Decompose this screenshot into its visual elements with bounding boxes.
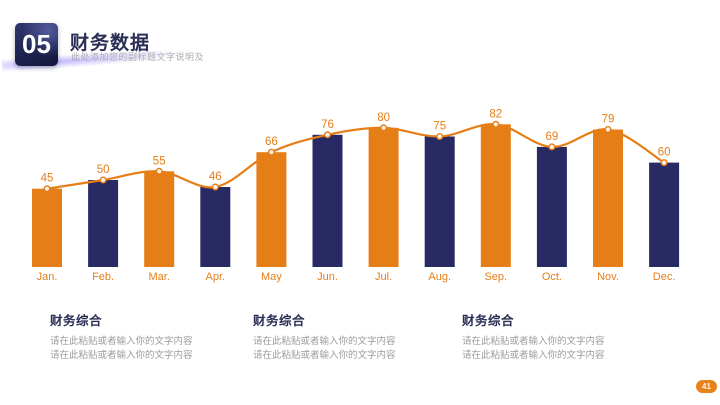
data-point-marker [380,124,388,132]
bar-Feb [88,180,119,267]
bar-Sep [480,124,511,267]
section-number-badge: 05 [15,23,58,66]
bar-Dec [649,162,680,267]
value-label: 60 [658,147,671,159]
block-line: 请在此粘贴或者输入你的文字内容 [462,350,605,361]
trend-line-series [45,123,666,190]
data-point-marker [492,120,500,128]
bar-Mar [144,171,175,267]
data-point-marker [548,143,556,151]
bar-Aug [424,136,455,267]
month-label: Feb. [92,271,114,283]
bar-Jan [32,188,62,267]
data-point-marker [43,185,51,193]
value-label: 55 [153,155,166,167]
data-point-marker [436,133,444,141]
block-line: 请在此粘贴或者输入你的文字内容 [253,336,396,347]
data-point-marker [660,159,668,167]
page-subtitle: 此处添加您的副标题文字说明及 [71,52,205,62]
month-label: May [261,271,282,283]
bar-Oct [536,146,567,267]
section-number: 05 [22,29,51,59]
data-point-marker [267,148,275,156]
month-label: Oct. [542,271,562,283]
bar-Apr [200,187,231,267]
value-label: 66 [265,136,278,148]
value-label: 76 [321,119,334,131]
block-line: 请在此粘贴或者输入你的文字内容 [50,336,193,347]
value-label: 46 [209,171,222,183]
bar-May [256,152,287,267]
value-label: 82 [489,108,502,120]
month-label: Jun. [317,271,338,283]
block-heading: 财务综合 [462,314,515,328]
page-number-badge: 41 [696,380,717,393]
month-label: Sep. [484,271,507,283]
data-point-marker [155,167,163,175]
value-label: 75 [433,121,446,133]
bar-Jun [312,134,343,267]
data-point-marker [604,126,612,134]
month-label: Mar. [148,271,169,283]
block-heading: 财务综合 [50,314,103,328]
month-label: Jan. [37,271,58,283]
month-label: Nov. [597,271,619,283]
value-label: 50 [97,164,110,176]
bar-Nov [593,129,623,267]
finance-combo-chart: 45 Jan. 50 Feb. 55 Mar. 46 Apr. 66 May 76 Jun. 80 Jul… [32,108,680,283]
month-label: Dec. [653,271,676,283]
block-line: 请在此粘贴或者输入你的文字内容 [50,350,193,361]
data-point-marker [99,176,107,184]
value-label: 79 [602,114,615,126]
month-label: Apr. [206,271,226,283]
value-label: 45 [41,173,54,185]
text-block-2: 财务综合 请在此粘贴或者输入你的文字内容 请在此粘贴或者输入你的文字内容 [253,310,448,363]
block-heading: 财务综合 [253,314,306,328]
month-label: Aug. [428,271,451,283]
text-block-1: 财务综合 请在此粘贴或者输入你的文字内容 请在此粘贴或者输入你的文字内容 [50,310,245,363]
data-point-marker [211,183,219,191]
block-line: 请在此粘贴或者输入你的文字内容 [253,350,396,361]
month-label: Jul. [375,271,392,283]
block-line: 请在此粘贴或者输入你的文字内容 [462,336,605,347]
page-number: 41 [702,382,711,391]
value-label: 69 [546,131,559,143]
bar-Jul [368,127,399,267]
value-label: 80 [377,112,390,124]
text-block-3: 财务综合 请在此粘贴或者输入你的文字内容 请在此粘贴或者输入你的文字内容 [462,310,657,363]
data-point-marker [324,131,332,139]
